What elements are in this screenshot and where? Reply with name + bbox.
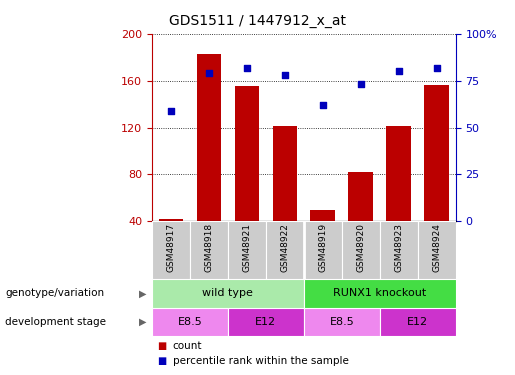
Text: E8.5: E8.5 bbox=[178, 316, 202, 327]
Bar bbox=[304, 221, 342, 279]
Text: GSM48917: GSM48917 bbox=[166, 223, 176, 272]
Bar bbox=[190, 221, 228, 279]
Point bbox=[205, 70, 213, 76]
Bar bbox=[418, 221, 456, 279]
Bar bbox=[342, 221, 380, 279]
Text: GSM48921: GSM48921 bbox=[243, 223, 251, 272]
Bar bbox=[386, 126, 411, 221]
Bar bbox=[349, 172, 373, 221]
Bar bbox=[234, 87, 259, 221]
Text: ■: ■ bbox=[157, 340, 166, 351]
Bar bbox=[424, 86, 449, 221]
Point bbox=[319, 102, 327, 108]
Point bbox=[394, 68, 403, 74]
Text: count: count bbox=[173, 340, 202, 351]
Text: GSM48919: GSM48919 bbox=[318, 223, 328, 272]
Point bbox=[433, 64, 441, 70]
Bar bbox=[152, 221, 190, 279]
Text: ▶: ▶ bbox=[139, 316, 147, 327]
Text: E12: E12 bbox=[255, 316, 277, 327]
Point bbox=[357, 81, 365, 87]
Bar bbox=[228, 308, 304, 336]
Text: ▶: ▶ bbox=[139, 288, 147, 298]
Text: RUNX1 knockout: RUNX1 knockout bbox=[333, 288, 426, 298]
Point bbox=[243, 64, 251, 70]
Text: percentile rank within the sample: percentile rank within the sample bbox=[173, 356, 349, 366]
Bar bbox=[152, 279, 304, 308]
Bar bbox=[304, 279, 456, 308]
Text: genotype/variation: genotype/variation bbox=[5, 288, 104, 298]
Bar bbox=[152, 308, 228, 336]
Bar bbox=[380, 308, 456, 336]
Text: E8.5: E8.5 bbox=[330, 316, 354, 327]
Bar bbox=[380, 221, 418, 279]
Text: ■: ■ bbox=[157, 356, 166, 366]
Text: E12: E12 bbox=[407, 316, 428, 327]
Text: GSM48923: GSM48923 bbox=[394, 223, 403, 272]
Text: GSM48922: GSM48922 bbox=[280, 223, 289, 272]
Text: GDS1511 / 1447912_x_at: GDS1511 / 1447912_x_at bbox=[169, 14, 346, 28]
Point bbox=[281, 72, 289, 78]
Bar bbox=[197, 54, 221, 221]
Bar bbox=[311, 210, 335, 221]
Text: GSM48920: GSM48920 bbox=[356, 223, 365, 272]
Text: GSM48924: GSM48924 bbox=[432, 223, 441, 272]
Bar bbox=[159, 219, 183, 221]
Bar bbox=[228, 221, 266, 279]
Bar bbox=[266, 221, 304, 279]
Point bbox=[167, 108, 175, 114]
Text: GSM48918: GSM48918 bbox=[204, 223, 213, 272]
Text: development stage: development stage bbox=[5, 316, 106, 327]
Bar bbox=[304, 308, 380, 336]
Bar bbox=[272, 126, 297, 221]
Text: wild type: wild type bbox=[202, 288, 253, 298]
